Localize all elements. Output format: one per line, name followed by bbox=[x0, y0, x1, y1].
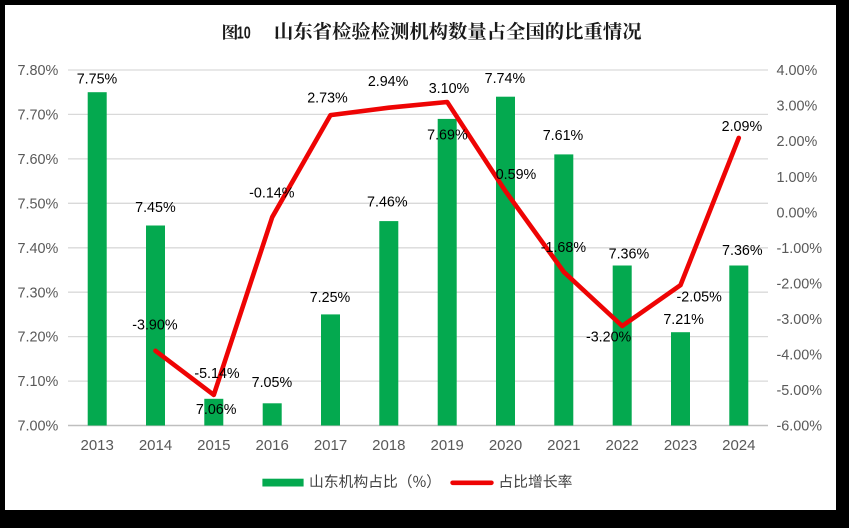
svg-text:7.61%: 7.61% bbox=[543, 128, 584, 144]
svg-text:7.36%: 7.36% bbox=[722, 243, 763, 259]
svg-text:7.50%: 7.50% bbox=[17, 196, 58, 212]
svg-text:0.59%: 0.59% bbox=[496, 167, 537, 183]
svg-text:2016: 2016 bbox=[256, 437, 289, 454]
svg-text:-2.05%: -2.05% bbox=[677, 290, 723, 306]
svg-text:7.00%: 7.00% bbox=[17, 419, 58, 435]
svg-text:2015: 2015 bbox=[197, 437, 230, 454]
svg-text:7.74%: 7.74% bbox=[485, 71, 526, 87]
svg-text:2024: 2024 bbox=[722, 437, 755, 454]
svg-text:7.20%: 7.20% bbox=[17, 330, 58, 346]
svg-text:7.36%: 7.36% bbox=[609, 247, 650, 263]
svg-text:1.00%: 1.00% bbox=[777, 170, 818, 186]
svg-text:-5.00%: -5.00% bbox=[777, 383, 823, 399]
svg-text:2.09%: 2.09% bbox=[722, 119, 763, 135]
svg-text:7.06%: 7.06% bbox=[196, 402, 237, 418]
svg-text:-3.90%: -3.90% bbox=[132, 318, 178, 334]
svg-text:7.10%: 7.10% bbox=[17, 374, 58, 390]
svg-text:-3.00%: -3.00% bbox=[777, 312, 823, 328]
svg-text:-1.00%: -1.00% bbox=[777, 241, 823, 257]
svg-text:3.10%: 3.10% bbox=[429, 81, 470, 97]
svg-text:-2.00%: -2.00% bbox=[777, 276, 823, 292]
svg-text:2019: 2019 bbox=[431, 437, 464, 454]
svg-text:2023: 2023 bbox=[664, 437, 697, 454]
svg-text:7.80%: 7.80% bbox=[17, 63, 58, 79]
svg-text:7.69%: 7.69% bbox=[427, 128, 468, 144]
svg-text:7.40%: 7.40% bbox=[17, 241, 58, 257]
svg-text:7.25%: 7.25% bbox=[310, 290, 351, 306]
svg-text:2.73%: 2.73% bbox=[307, 91, 348, 107]
svg-text:2021: 2021 bbox=[547, 437, 580, 454]
svg-text:7.45%: 7.45% bbox=[135, 200, 176, 216]
svg-text:4.00%: 4.00% bbox=[777, 63, 818, 79]
svg-text:-4.00%: -4.00% bbox=[777, 348, 823, 364]
svg-text:3.00%: 3.00% bbox=[777, 99, 818, 115]
svg-text:2014: 2014 bbox=[139, 437, 172, 454]
svg-text:7.21%: 7.21% bbox=[663, 312, 704, 328]
svg-text:7.70%: 7.70% bbox=[17, 108, 58, 124]
svg-text:-0.14%: -0.14% bbox=[249, 186, 295, 202]
svg-text:2.94%: 2.94% bbox=[368, 74, 409, 90]
svg-text:7.60%: 7.60% bbox=[17, 152, 58, 168]
svg-text:2017: 2017 bbox=[314, 437, 347, 454]
svg-text:10: 10 bbox=[237, 23, 251, 43]
svg-text:2.00%: 2.00% bbox=[777, 134, 818, 150]
svg-text:-3.20%: -3.20% bbox=[586, 329, 632, 345]
svg-text:7.30%: 7.30% bbox=[17, 285, 58, 301]
svg-text:-5.14%: -5.14% bbox=[194, 366, 240, 382]
svg-text:7.75%: 7.75% bbox=[77, 71, 118, 87]
svg-text:7.46%: 7.46% bbox=[367, 195, 408, 211]
svg-text:2018: 2018 bbox=[372, 437, 405, 454]
svg-text:2020: 2020 bbox=[489, 437, 522, 454]
svg-text:2013: 2013 bbox=[81, 437, 114, 454]
svg-text:0.00%: 0.00% bbox=[777, 205, 818, 221]
svg-text:-6.00%: -6.00% bbox=[777, 419, 823, 435]
svg-text:2022: 2022 bbox=[606, 437, 639, 454]
svg-text:-1.68%: -1.68% bbox=[541, 240, 587, 256]
svg-text:7.05%: 7.05% bbox=[252, 375, 293, 391]
